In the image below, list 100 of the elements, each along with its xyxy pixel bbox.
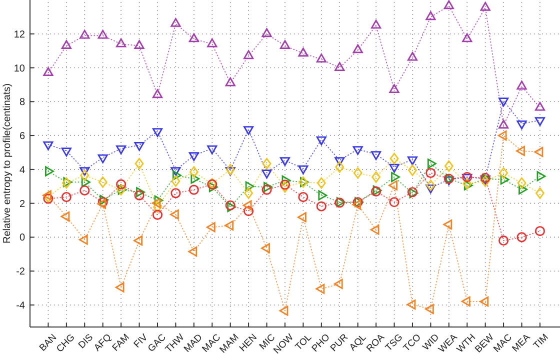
point [282,175,291,186]
point [334,62,345,71]
point [226,164,235,176]
point [352,44,363,54]
point [372,171,380,183]
point [80,170,90,182]
point [78,234,88,245]
point [516,120,527,130]
point [389,197,400,208]
y-tick-label: 10 [14,63,26,74]
y-axis-title: Relative entropy to profile(centinats) [2,83,13,244]
point [188,246,198,257]
point [335,161,344,173]
point [444,0,454,10]
y-tick-label: 12 [14,29,26,40]
point [353,167,362,179]
point [280,40,290,49]
point [264,182,272,192]
point [262,170,272,179]
point [152,198,161,208]
point [45,166,54,176]
point [190,174,200,184]
point [170,167,181,176]
point [408,164,417,176]
point [61,192,72,202]
point [244,187,254,199]
y-tick-label: -2 [16,266,26,278]
point [427,158,436,169]
point [207,38,218,48]
point [499,167,508,179]
point [518,184,528,194]
point [262,28,272,38]
point [279,306,288,316]
point [426,184,436,194]
point [461,296,470,306]
point [172,170,182,180]
point [426,168,436,178]
point [100,194,109,205]
point [316,201,326,212]
point [171,175,180,187]
point [244,50,254,60]
point [43,194,54,204]
point [134,40,144,49]
point [136,187,145,198]
y-tick-label: 0 [19,232,26,244]
point [207,145,218,154]
point [116,145,126,154]
point [389,164,400,173]
point [208,182,218,192]
point [517,177,526,189]
point [188,33,199,42]
point [134,190,144,200]
point [388,180,398,190]
point [206,222,216,232]
point [352,146,363,155]
point [334,278,343,289]
point [116,38,126,48]
point [426,11,436,20]
point [424,304,434,314]
point [153,201,162,213]
point [61,40,72,49]
point [534,226,545,236]
point [407,52,418,61]
y-tick-label: 6 [19,131,26,142]
point [534,146,544,158]
point [262,184,272,195]
point [480,296,489,307]
point [352,200,362,210]
point [188,184,199,195]
point [462,33,472,42]
point [134,236,142,246]
point [80,30,90,39]
point [407,156,418,166]
x-tick-label: TIM [531,332,551,352]
point [98,176,108,188]
point [316,54,326,62]
y-tick-label: 4 [19,164,26,176]
point [43,67,54,76]
point [170,209,179,220]
point [500,174,510,185]
x-tick-label: TCO [401,332,424,354]
point [60,212,70,222]
point [154,195,164,206]
point [170,188,181,198]
point [152,210,163,220]
point [498,236,509,246]
point [43,141,54,150]
point [170,18,181,27]
point [280,157,290,166]
point [298,165,308,174]
point [42,190,52,200]
point [444,160,454,172]
y-tick-label: 8 [19,97,26,108]
point [80,167,90,176]
point [390,152,399,164]
point [480,2,490,11]
point [316,284,325,294]
point [261,243,270,254]
point [80,185,90,196]
point [297,212,306,222]
